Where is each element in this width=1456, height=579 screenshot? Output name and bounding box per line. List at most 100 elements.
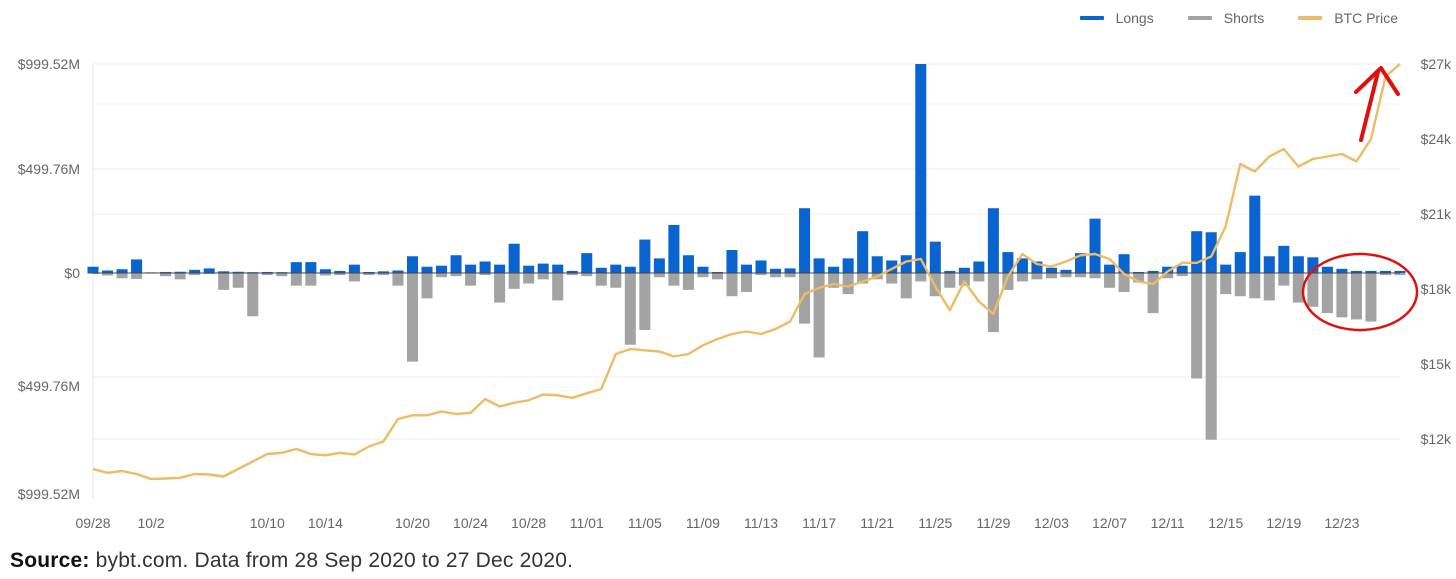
longs-bar — [465, 264, 477, 273]
longs-bar — [377, 271, 389, 273]
shorts-bar — [421, 273, 433, 299]
shorts-bar — [537, 273, 549, 280]
shorts-bar — [406, 273, 419, 362]
longs-bar — [189, 269, 201, 273]
shorts-bar — [247, 273, 259, 317]
longs-bar — [392, 270, 404, 273]
shorts-bar — [1162, 273, 1174, 279]
longs-bar — [770, 268, 782, 273]
chart-legend: Longs Shorts BTC Price — [1079, 10, 1398, 26]
shorts-bar — [1104, 273, 1116, 288]
shorts-bar — [973, 273, 985, 282]
y-right-tick-label: $18k — [1421, 281, 1452, 297]
x-tick-label: 11/21 — [860, 515, 894, 530]
shorts-bar — [566, 273, 578, 276]
longs-bar — [726, 250, 738, 273]
longs-bar — [944, 270, 956, 273]
longs-bar — [1074, 253, 1087, 273]
y-right-tick-label: $15k — [1421, 356, 1452, 372]
shorts-bar — [377, 273, 389, 276]
legend-label-longs: Longs — [1115, 10, 1154, 26]
longs-bar — [1089, 218, 1101, 273]
longs-bar — [813, 258, 825, 273]
longs-bar — [958, 267, 970, 273]
longs-bar — [682, 255, 694, 273]
legend-item-longs[interactable]: Longs — [1079, 10, 1154, 26]
x-tick-label: 09/28 — [75, 515, 110, 530]
shorts-bar — [436, 273, 448, 278]
shorts-bar — [799, 273, 811, 324]
longs-bar — [1060, 269, 1072, 273]
shorts-bar — [1205, 273, 1217, 440]
highlight-ellipse — [1301, 252, 1419, 332]
longs-bar — [1263, 256, 1275, 273]
x-tick-label: 10/20 — [395, 515, 430, 530]
longs-bar — [537, 263, 549, 273]
longs-bar — [1350, 270, 1362, 273]
shorts-bar — [784, 273, 796, 278]
shorts-bar — [465, 273, 477, 286]
shorts-bar — [1118, 273, 1130, 292]
longs-bar — [711, 271, 723, 273]
shorts-bar — [755, 273, 767, 276]
longs-bar — [436, 265, 448, 273]
shorts-bar — [1002, 273, 1014, 290]
shorts-bar — [1074, 273, 1087, 278]
longs-bar — [1394, 270, 1406, 273]
shorts-swatch-icon — [1187, 16, 1212, 20]
longs-bar — [900, 255, 912, 273]
longs-bar — [784, 268, 796, 273]
longs-bar — [494, 264, 506, 273]
source-text: bybt.com. Data from 28 Sep 2020 to 27 De… — [95, 549, 574, 572]
longs-bar — [653, 258, 665, 273]
longs-bar — [828, 266, 840, 273]
shorts-bar — [479, 273, 491, 276]
shorts-bar — [1379, 273, 1391, 276]
y-right-tick-label: $12k — [1421, 431, 1452, 447]
shorts-bar — [1176, 273, 1188, 277]
longs-bar — [1045, 267, 1057, 273]
shorts-bar — [160, 273, 172, 277]
x-tick-label: 11/29 — [976, 515, 1010, 530]
shorts-bar — [668, 273, 680, 286]
longs-bar — [740, 264, 753, 273]
y-left-tick-label: $499.76M — [18, 161, 80, 177]
shorts-bar — [1292, 273, 1304, 303]
x-tick-label: 11/25 — [918, 515, 952, 530]
longs-bar — [973, 261, 985, 273]
longs-bar — [595, 267, 607, 273]
shorts-bar — [508, 273, 520, 289]
longs-bar — [799, 208, 811, 273]
y-left-tick-label: $999.52M — [18, 486, 80, 502]
longs-bar — [131, 259, 143, 273]
longs-bar — [1365, 270, 1377, 273]
longs-bar — [581, 253, 593, 273]
longs-bar — [508, 243, 520, 273]
longs-bar — [479, 261, 491, 273]
longs-bar — [755, 260, 767, 273]
longs-bar — [1104, 264, 1116, 273]
shorts-bar — [261, 273, 273, 276]
longs-bar — [523, 265, 535, 273]
shorts-bar — [348, 273, 360, 282]
legend-label-shorts: Shorts — [1223, 10, 1265, 26]
x-tick-label: 11/09 — [686, 515, 720, 530]
shorts-bar — [203, 273, 215, 275]
longs-bar — [363, 271, 375, 273]
shorts-bar — [1016, 273, 1028, 282]
longs-bar — [1176, 265, 1188, 273]
shorts-bar — [334, 273, 346, 276]
legend-item-shorts[interactable]: Shorts — [1187, 10, 1265, 26]
longs-bar — [406, 256, 419, 273]
longs-bar — [1292, 256, 1304, 273]
shorts-bar — [857, 273, 869, 284]
liquidation-chart: $999.52M $499.76M $0 $499.76M $999.52M $27k $2… — [18, 56, 1452, 530]
btc-price-line — [92, 63, 1401, 481]
arrow-head — [1354, 66, 1400, 96]
legend-item-btc-price[interactable]: BTC Price — [1298, 10, 1398, 26]
shorts-bar — [392, 273, 404, 286]
y-right-tick-label: $24k — [1421, 131, 1452, 147]
x-tick-label: 10/2 — [137, 515, 164, 530]
longs-bar — [1147, 270, 1159, 273]
shorts-bar — [131, 273, 143, 279]
